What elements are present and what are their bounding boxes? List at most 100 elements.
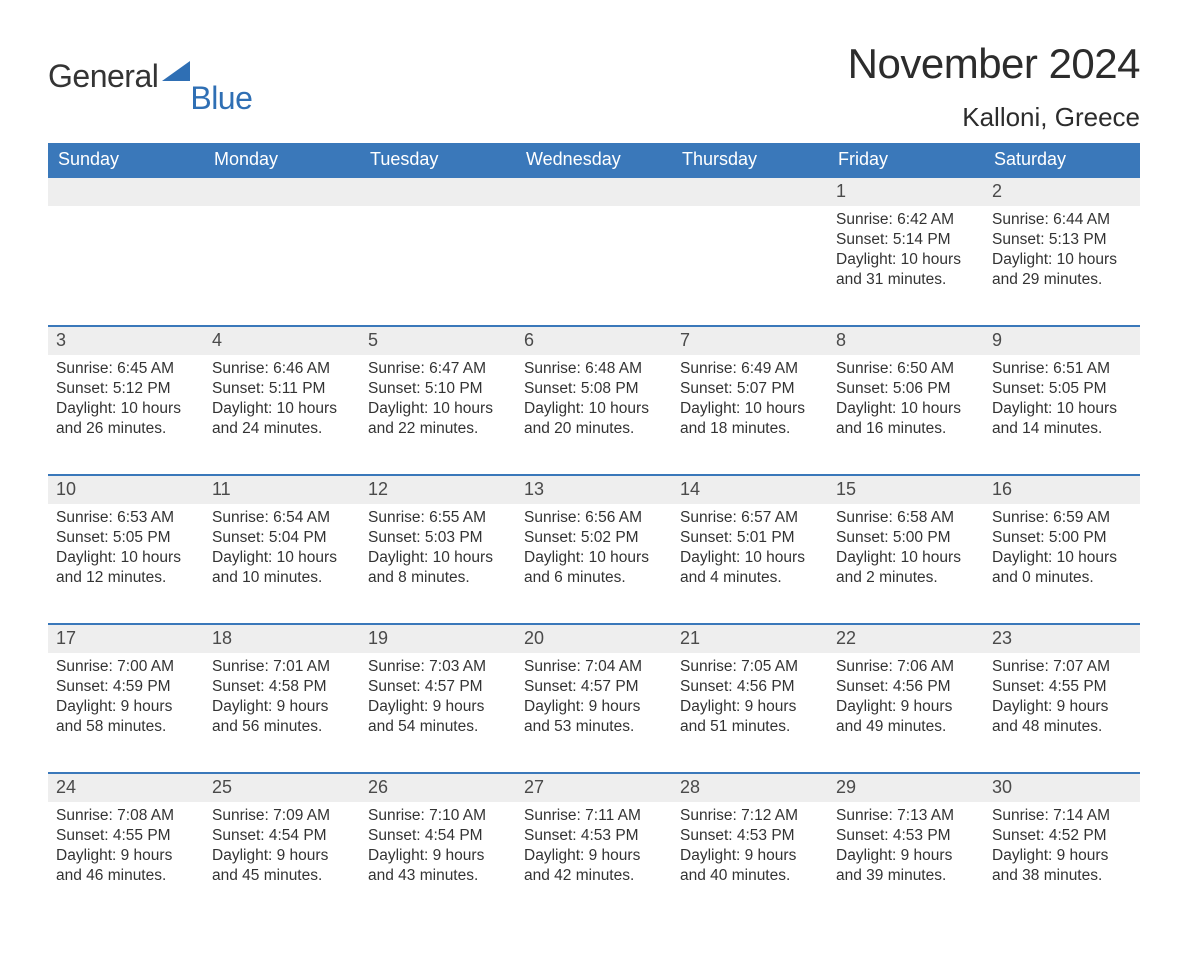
sunset-label: Sunset: (836, 678, 893, 695)
day-number-row: 17181920212223 (48, 624, 1140, 653)
month-title: November 2024 (848, 40, 1140, 88)
day-content-cell: Sunrise: 6:59 AMSunset: 5:00 PMDaylight:… (984, 504, 1140, 607)
sunrise-value: 7:05 AM (741, 658, 798, 675)
sunrise-label: Sunrise: (680, 509, 741, 526)
daylight-label: Daylight: (836, 698, 901, 715)
sunset-value: 5:12 PM (113, 380, 171, 397)
sunset-value: 4:59 PM (113, 678, 171, 695)
day-content-cell: Sunrise: 6:44 AMSunset: 5:13 PMDaylight:… (984, 206, 1140, 309)
sunrise-value: 7:09 AM (273, 807, 330, 824)
sunrise-label: Sunrise: (836, 509, 897, 526)
sunrise-label: Sunrise: (992, 658, 1053, 675)
day-number-cell: 28 (672, 773, 828, 802)
sunset-label: Sunset: (212, 827, 269, 844)
sunrise-label: Sunrise: (836, 211, 897, 228)
sunset-label: Sunset: (368, 529, 425, 546)
sunset-label: Sunset: (524, 529, 581, 546)
sunrise-label: Sunrise: (56, 360, 117, 377)
weekday-header: Saturday (984, 143, 1140, 177)
sunset-label: Sunset: (836, 827, 893, 844)
weekday-header: Monday (204, 143, 360, 177)
sunset-value: 5:00 PM (893, 529, 951, 546)
day-content-cell: Sunrise: 6:57 AMSunset: 5:01 PMDaylight:… (672, 504, 828, 607)
sunset-label: Sunset: (212, 678, 269, 695)
daylight-label: Daylight: (680, 847, 745, 864)
day-content-cell: Sunrise: 7:06 AMSunset: 4:56 PMDaylight:… (828, 653, 984, 756)
sunrise-label: Sunrise: (836, 807, 897, 824)
sunset-label: Sunset: (680, 678, 737, 695)
daylight-label: Daylight: (992, 400, 1057, 417)
sunrise-label: Sunrise: (836, 658, 897, 675)
sunrise-label: Sunrise: (56, 807, 117, 824)
day-content-cell: Sunrise: 7:03 AMSunset: 4:57 PMDaylight:… (360, 653, 516, 756)
sunrise-value: 6:42 AM (897, 211, 954, 228)
sunset-value: 5:08 PM (581, 380, 639, 397)
sunrise-value: 7:07 AM (1053, 658, 1110, 675)
calendar-table: SundayMondayTuesdayWednesdayThursdayFrid… (48, 143, 1140, 904)
day-number-cell: 3 (48, 326, 204, 355)
day-number-cell: 4 (204, 326, 360, 355)
day-number-cell: 26 (360, 773, 516, 802)
day-number-cell (204, 177, 360, 206)
day-number-cell: 8 (828, 326, 984, 355)
title-block: November 2024 Kalloni, Greece (848, 40, 1140, 133)
daylight-label: Daylight: (524, 549, 589, 566)
sunset-value: 4:57 PM (581, 678, 639, 695)
brand-logo: General Blue (48, 58, 252, 95)
sunrise-value: 7:08 AM (117, 807, 174, 824)
day-content-cell: Sunrise: 6:58 AMSunset: 5:00 PMDaylight:… (828, 504, 984, 607)
day-content-cell: Sunrise: 6:55 AMSunset: 5:03 PMDaylight:… (360, 504, 516, 607)
day-content-cell: Sunrise: 6:42 AMSunset: 5:14 PMDaylight:… (828, 206, 984, 309)
day-content-row: Sunrise: 6:42 AMSunset: 5:14 PMDaylight:… (48, 206, 1140, 309)
sunset-label: Sunset: (836, 529, 893, 546)
day-number-cell: 29 (828, 773, 984, 802)
day-number-cell: 11 (204, 475, 360, 504)
sunset-label: Sunset: (992, 380, 1049, 397)
sunset-label: Sunset: (680, 529, 737, 546)
sunrise-label: Sunrise: (368, 509, 429, 526)
sunset-label: Sunset: (836, 231, 893, 248)
day-content-cell: Sunrise: 7:08 AMSunset: 4:55 PMDaylight:… (48, 802, 204, 905)
day-number-cell: 9 (984, 326, 1140, 355)
sunrise-value: 6:49 AM (741, 360, 798, 377)
sunrise-label: Sunrise: (212, 509, 273, 526)
sunrise-value: 6:45 AM (117, 360, 174, 377)
weekday-header: Friday (828, 143, 984, 177)
sunset-label: Sunset: (836, 380, 893, 397)
day-number-cell: 30 (984, 773, 1140, 802)
sunset-value: 5:00 PM (1049, 529, 1107, 546)
day-content-row: Sunrise: 7:08 AMSunset: 4:55 PMDaylight:… (48, 802, 1140, 905)
day-number-cell: 6 (516, 326, 672, 355)
day-number-cell: 25 (204, 773, 360, 802)
sunset-label: Sunset: (56, 380, 113, 397)
sunset-label: Sunset: (56, 827, 113, 844)
day-content-cell: Sunrise: 6:54 AMSunset: 5:04 PMDaylight:… (204, 504, 360, 607)
brand-word2: Blue (190, 80, 252, 117)
daylight-label: Daylight: (368, 400, 433, 417)
day-number-row: 24252627282930 (48, 773, 1140, 802)
weekday-header: Tuesday (360, 143, 516, 177)
sunrise-value: 7:10 AM (429, 807, 486, 824)
daylight-label: Daylight: (992, 698, 1057, 715)
daylight-label: Daylight: (524, 698, 589, 715)
daylight-label: Daylight: (368, 698, 433, 715)
sunrise-value: 6:44 AM (1053, 211, 1110, 228)
row-spacer (48, 308, 1140, 326)
day-number-cell: 15 (828, 475, 984, 504)
sunset-value: 5:01 PM (737, 529, 795, 546)
day-content-cell: Sunrise: 7:01 AMSunset: 4:58 PMDaylight:… (204, 653, 360, 756)
sunrise-value: 7:00 AM (117, 658, 174, 675)
sunrise-value: 7:06 AM (897, 658, 954, 675)
sunset-value: 5:14 PM (893, 231, 951, 248)
sunset-label: Sunset: (992, 827, 1049, 844)
sunset-value: 5:05 PM (1049, 380, 1107, 397)
daylight-label: Daylight: (368, 549, 433, 566)
sunrise-label: Sunrise: (524, 360, 585, 377)
sunrise-label: Sunrise: (680, 360, 741, 377)
sunset-value: 4:54 PM (269, 827, 327, 844)
day-content-cell: Sunrise: 6:51 AMSunset: 5:05 PMDaylight:… (984, 355, 1140, 458)
sunrise-value: 7:14 AM (1053, 807, 1110, 824)
sunset-value: 5:03 PM (425, 529, 483, 546)
sunset-label: Sunset: (524, 827, 581, 844)
sunset-label: Sunset: (368, 678, 425, 695)
